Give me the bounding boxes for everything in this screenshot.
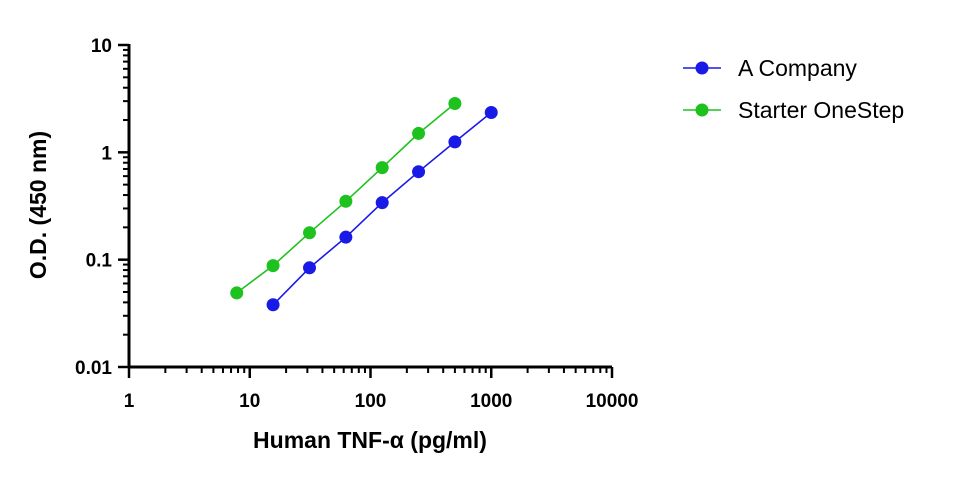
legend-marker	[695, 61, 709, 75]
legend-label: Starter OneStep	[738, 97, 904, 123]
legend-marker	[695, 103, 709, 117]
y-tick-label: 1	[101, 143, 112, 164]
data-point	[303, 226, 317, 240]
x-tick-label: 1000	[470, 391, 512, 412]
x-tick-label: 100	[355, 391, 387, 412]
data-point	[375, 161, 389, 175]
legend: A Company Starter OneStep	[683, 55, 904, 123]
data-point	[375, 196, 389, 210]
y-axis-title: O.D. (450 nm)	[25, 131, 51, 279]
series-layer	[230, 97, 498, 312]
data-point	[303, 261, 317, 275]
data-point	[230, 286, 244, 300]
data-point	[266, 298, 280, 312]
y-tick-label: 0.1	[86, 251, 113, 272]
data-point	[339, 230, 353, 244]
data-point	[448, 135, 462, 149]
legend-label: A Company	[738, 55, 857, 81]
data-point	[412, 126, 426, 140]
series-2	[230, 97, 462, 300]
axes: 1 10 100 1000 10000 0.01 0.1 1 10	[75, 36, 638, 412]
data-point	[448, 97, 462, 111]
y-tick-label: 0.01	[75, 358, 112, 379]
x-axis-title: Human TNF-α (pg/ml)	[253, 427, 487, 453]
data-point	[484, 106, 498, 120]
series-1	[266, 106, 498, 312]
x-tick-label: 10	[239, 391, 260, 412]
y-tick-label: 10	[91, 36, 112, 57]
data-point	[266, 259, 280, 273]
data-point	[339, 194, 353, 208]
x-tick-label: 1	[124, 391, 135, 412]
data-point	[412, 165, 426, 179]
x-tick-label: 10000	[586, 391, 639, 412]
